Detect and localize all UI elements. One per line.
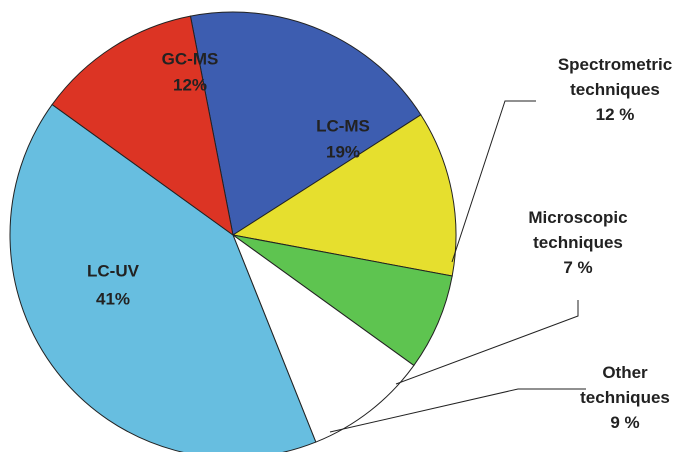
slice-value-label: 12 % xyxy=(595,105,635,124)
pie-slice xyxy=(189,11,422,236)
slice-label: Other techniques xyxy=(580,363,670,407)
slice-value-label: 9 % xyxy=(610,413,640,432)
slice-label: GC-MS xyxy=(162,49,219,68)
slice-value-label: 7 % xyxy=(563,258,593,277)
slice-value-label: 41% xyxy=(96,289,130,308)
leader-line xyxy=(451,100,536,263)
slice-label: Microscopic techniques xyxy=(528,208,628,252)
slice-label: LC-UV xyxy=(87,261,140,280)
leader-lines xyxy=(329,100,586,433)
pie-slice xyxy=(231,114,457,277)
pie-slice xyxy=(9,103,317,452)
slice-value-label: 12% xyxy=(173,75,207,94)
slice-value-label: 19% xyxy=(326,142,360,161)
pie-slice xyxy=(51,15,234,237)
leader-line xyxy=(329,388,586,433)
pie-slice xyxy=(231,233,415,443)
slice-label: LC-MS xyxy=(316,116,370,135)
leader-line xyxy=(395,300,579,385)
slice-label: Spectrometric techniques xyxy=(557,55,673,99)
